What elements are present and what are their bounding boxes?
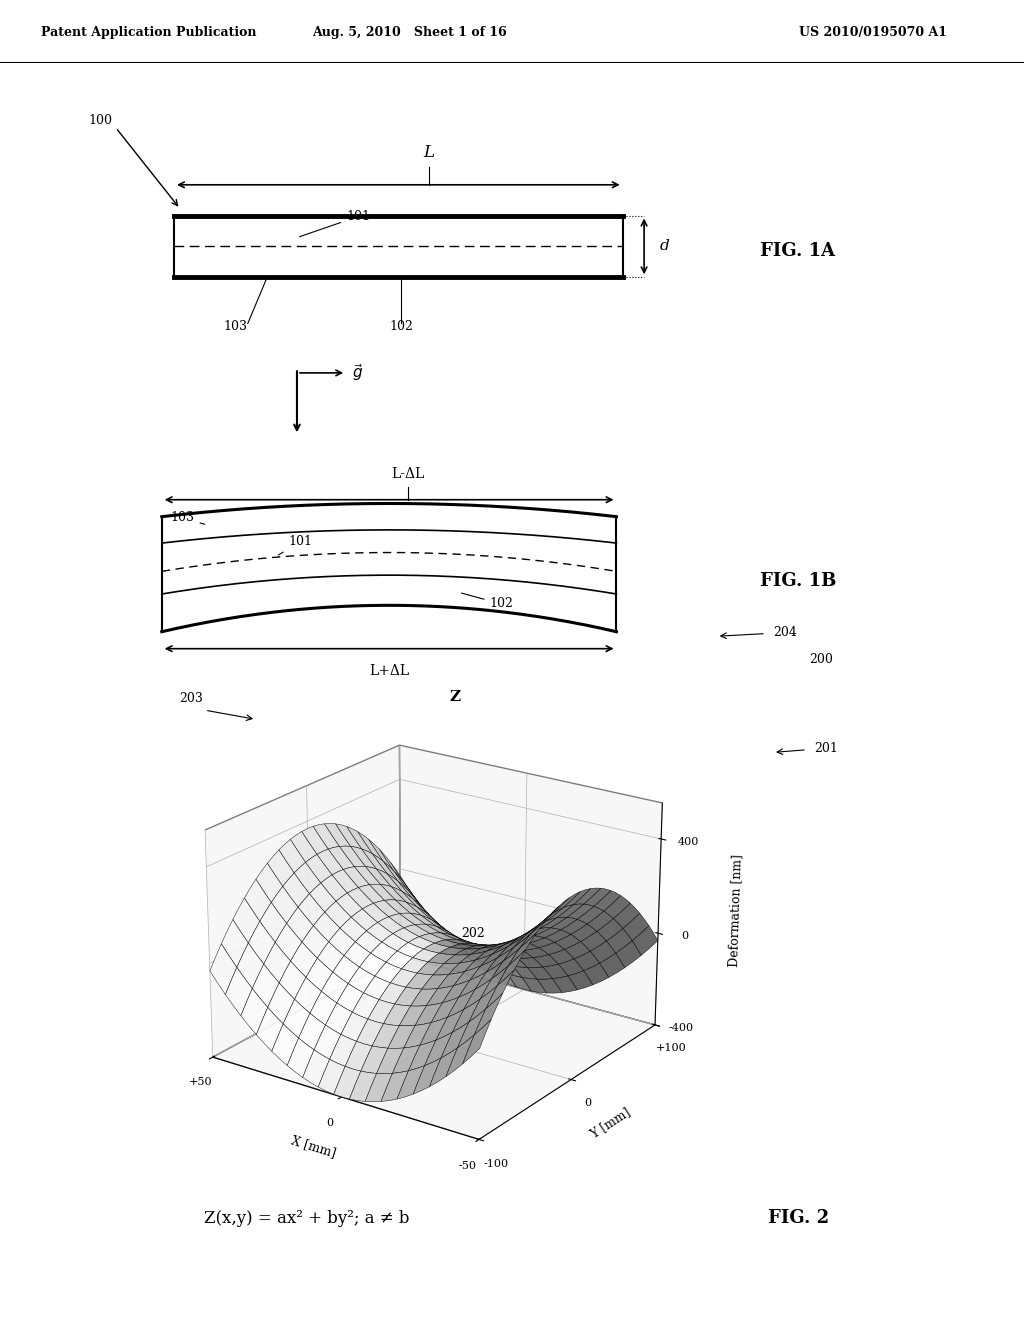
Text: d: d [659, 239, 670, 253]
Y-axis label: Y [mm]: Y [mm] [588, 1105, 633, 1140]
Text: FIG. 2: FIG. 2 [768, 1209, 829, 1228]
Text: Z: Z [450, 690, 461, 705]
Text: 102: 102 [462, 593, 513, 610]
Text: 101: 101 [279, 535, 312, 554]
Text: 204: 204 [773, 626, 797, 639]
Text: Aug. 5, 2010   Sheet 1 of 16: Aug. 5, 2010 Sheet 1 of 16 [312, 26, 507, 38]
Text: 101: 101 [300, 210, 370, 236]
Text: L-ΔL: L-ΔL [391, 467, 424, 480]
Text: Z(x,y) = ax² + by²; a ≠ b: Z(x,y) = ax² + by²; a ≠ b [205, 1210, 410, 1226]
Text: 100: 100 [88, 115, 112, 128]
Text: FIG. 1B: FIG. 1B [760, 572, 837, 590]
X-axis label: X [mm]: X [mm] [289, 1134, 337, 1159]
Text: 200: 200 [809, 652, 833, 665]
Text: 103: 103 [223, 319, 248, 333]
Text: 202: 202 [461, 927, 484, 940]
Text: L: L [424, 144, 434, 161]
Text: Patent Application Publication: Patent Application Publication [41, 26, 256, 38]
Text: 201: 201 [814, 742, 838, 755]
Text: US 2010/0195070 A1: US 2010/0195070 A1 [799, 26, 947, 38]
Text: $\vec{g}$: $\vec{g}$ [352, 363, 364, 383]
Text: L+ΔL: L+ΔL [369, 664, 410, 677]
Text: FIG. 1A: FIG. 1A [760, 242, 835, 260]
Text: 203: 203 [179, 692, 203, 705]
Text: 102: 102 [389, 319, 414, 333]
Text: 103: 103 [171, 511, 205, 524]
